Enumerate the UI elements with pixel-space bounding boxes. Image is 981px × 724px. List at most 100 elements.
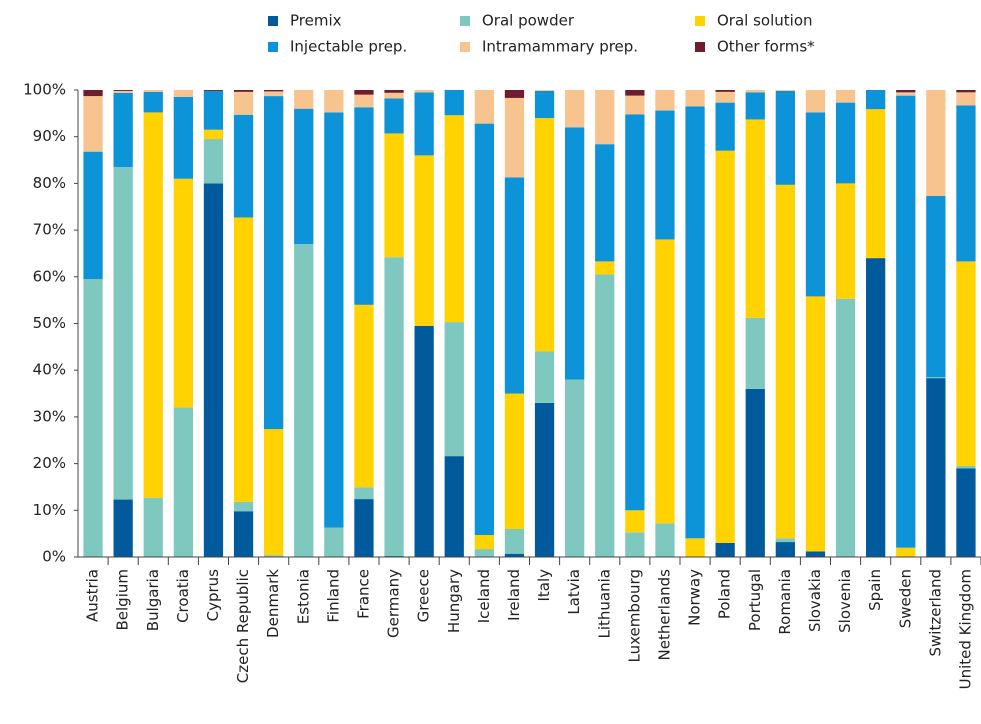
bar-segment xyxy=(534,118,555,352)
bar-segment xyxy=(173,90,193,98)
bar-segment xyxy=(384,92,404,99)
bar-segment xyxy=(113,92,133,168)
bar-segment xyxy=(685,90,705,107)
legend-swatch xyxy=(460,16,470,26)
y-tick-label: 80% xyxy=(33,174,66,192)
bar-segment xyxy=(866,90,886,110)
bar-segment xyxy=(625,510,645,533)
x-tick-label: Lithuania xyxy=(595,569,613,638)
bar-segment xyxy=(504,393,525,529)
bar-segment xyxy=(805,112,826,297)
bar-segment xyxy=(504,97,525,178)
bar-segment xyxy=(414,92,434,156)
bar-segment xyxy=(685,106,705,539)
x-tick-label: Belgium xyxy=(114,569,132,631)
bar-segment xyxy=(775,538,795,543)
bar-segment xyxy=(444,322,464,457)
y-tick-label: 60% xyxy=(33,267,66,285)
bar-segment xyxy=(835,183,856,299)
x-tick-label: Slovenia xyxy=(836,569,854,633)
bar-segment xyxy=(444,90,464,116)
bar-segment xyxy=(956,465,976,469)
bar-segment xyxy=(534,402,555,557)
bar-segment xyxy=(745,90,765,93)
bar-segment xyxy=(625,90,645,96)
bar-segment xyxy=(504,90,525,98)
bar-segment xyxy=(866,109,886,259)
bar-segment xyxy=(835,298,856,557)
bar-segment xyxy=(233,511,254,557)
bar-segment xyxy=(264,91,284,97)
x-tick-label: Slovakia xyxy=(806,569,824,632)
bar-segment xyxy=(113,90,133,93)
bar-segment xyxy=(143,497,163,557)
bar-segment xyxy=(233,501,254,512)
bar-segment xyxy=(956,90,976,93)
bar-segment xyxy=(113,90,133,91)
bar-segment xyxy=(835,90,856,103)
bar-segment xyxy=(324,112,344,528)
bar-segment xyxy=(926,377,946,379)
x-tick-label: France xyxy=(354,569,372,619)
bar-segment xyxy=(264,429,284,556)
bar-segment xyxy=(745,119,765,318)
x-tick-label: Cyprus xyxy=(204,569,222,622)
bar-segment xyxy=(113,499,133,557)
x-tick-label: Croatia xyxy=(174,569,192,623)
legend-label: Premix xyxy=(290,12,342,30)
legend-swatch xyxy=(695,16,705,26)
x-tick-label: Austria xyxy=(84,569,102,622)
bar-segment xyxy=(595,274,615,557)
bar-segment xyxy=(805,551,826,557)
bar-segment xyxy=(504,553,525,557)
y-tick-label: 10% xyxy=(33,501,66,519)
bar-segment xyxy=(715,91,735,103)
bar-segment xyxy=(655,90,675,111)
bar-segment xyxy=(143,90,163,92)
bar-segment xyxy=(203,90,224,130)
bar-segment xyxy=(534,90,555,91)
y-tick-label: 50% xyxy=(33,314,66,332)
y-tick-label: 30% xyxy=(33,407,66,425)
bar-segment xyxy=(715,102,735,151)
legend-swatch xyxy=(268,16,278,26)
x-tick-label: United Kingdom xyxy=(956,569,974,689)
bar-segment xyxy=(474,90,494,124)
bar-segment xyxy=(926,378,946,557)
bar-segment xyxy=(444,115,464,323)
x-tick-label: Italy xyxy=(535,569,553,602)
x-tick-label: Bulgaria xyxy=(144,569,162,631)
bar-segment xyxy=(324,90,344,113)
bar-segment xyxy=(354,94,374,108)
bar-segment xyxy=(625,532,645,557)
x-tick-label: Portugal xyxy=(746,569,764,631)
bar-segment xyxy=(474,123,494,536)
bar-segment xyxy=(866,258,886,557)
bar-segment xyxy=(233,217,254,502)
x-tick-label: Switzerland xyxy=(926,569,944,657)
bar-segment xyxy=(264,90,284,92)
bar-segment xyxy=(354,107,374,305)
legend-swatch xyxy=(460,42,470,52)
bar-segment xyxy=(294,90,314,109)
bar-segment xyxy=(504,528,525,554)
bar-segment xyxy=(173,178,193,408)
bar-segment xyxy=(685,538,705,557)
x-tick-label: Spain xyxy=(866,569,884,611)
legend-swatch xyxy=(268,42,278,52)
bar-segment xyxy=(775,90,795,91)
bar-segment xyxy=(504,177,525,394)
bar-segment xyxy=(83,279,103,557)
legend-label: Intramammary prep. xyxy=(482,38,638,56)
bar-segment xyxy=(534,90,555,119)
bar-segment xyxy=(565,90,585,128)
y-tick-label: 70% xyxy=(33,221,66,239)
bar-segment xyxy=(715,150,735,543)
bar-segment xyxy=(83,96,103,152)
bar-segment xyxy=(294,108,314,245)
y-tick-label: 0% xyxy=(42,548,66,566)
bar-segment xyxy=(956,468,976,557)
x-tick-label: Luxembourg xyxy=(625,569,643,663)
bar-segment xyxy=(414,90,434,93)
bar-segment xyxy=(324,527,344,557)
